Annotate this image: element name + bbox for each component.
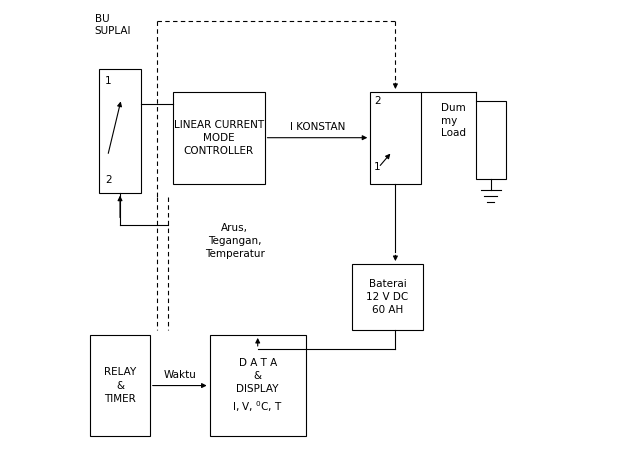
Text: Waktu: Waktu: [163, 370, 196, 380]
Text: D A T A
&
DISPLAY
I, V, $^{0}$C, T: D A T A & DISPLAY I, V, $^{0}$C, T: [232, 358, 283, 414]
Text: 2: 2: [105, 174, 112, 185]
Text: 1: 1: [105, 76, 112, 86]
Bar: [173, 92, 265, 184]
Bar: [352, 264, 423, 330]
Text: 2: 2: [374, 96, 381, 106]
Text: Arus,
Tegangan,
Temperatur: Arus, Tegangan, Temperatur: [205, 223, 265, 259]
Text: 1: 1: [374, 162, 381, 172]
Text: LINEAR CURRENT
MODE
CONTROLLER: LINEAR CURRENT MODE CONTROLLER: [174, 119, 264, 156]
Text: Dum
my
Load: Dum my Load: [442, 103, 466, 138]
Bar: [476, 101, 505, 179]
Text: I KONSTAN: I KONSTAN: [290, 122, 345, 132]
Bar: [370, 92, 420, 184]
Text: BU
SUPLAI: BU SUPLAI: [95, 14, 131, 36]
Text: Baterai
12 V DC
60 AH: Baterai 12 V DC 60 AH: [366, 279, 409, 315]
Text: RELAY
&
TIMER: RELAY & TIMER: [104, 367, 136, 404]
Bar: [209, 335, 306, 436]
Bar: [99, 69, 141, 193]
Bar: [90, 335, 150, 436]
